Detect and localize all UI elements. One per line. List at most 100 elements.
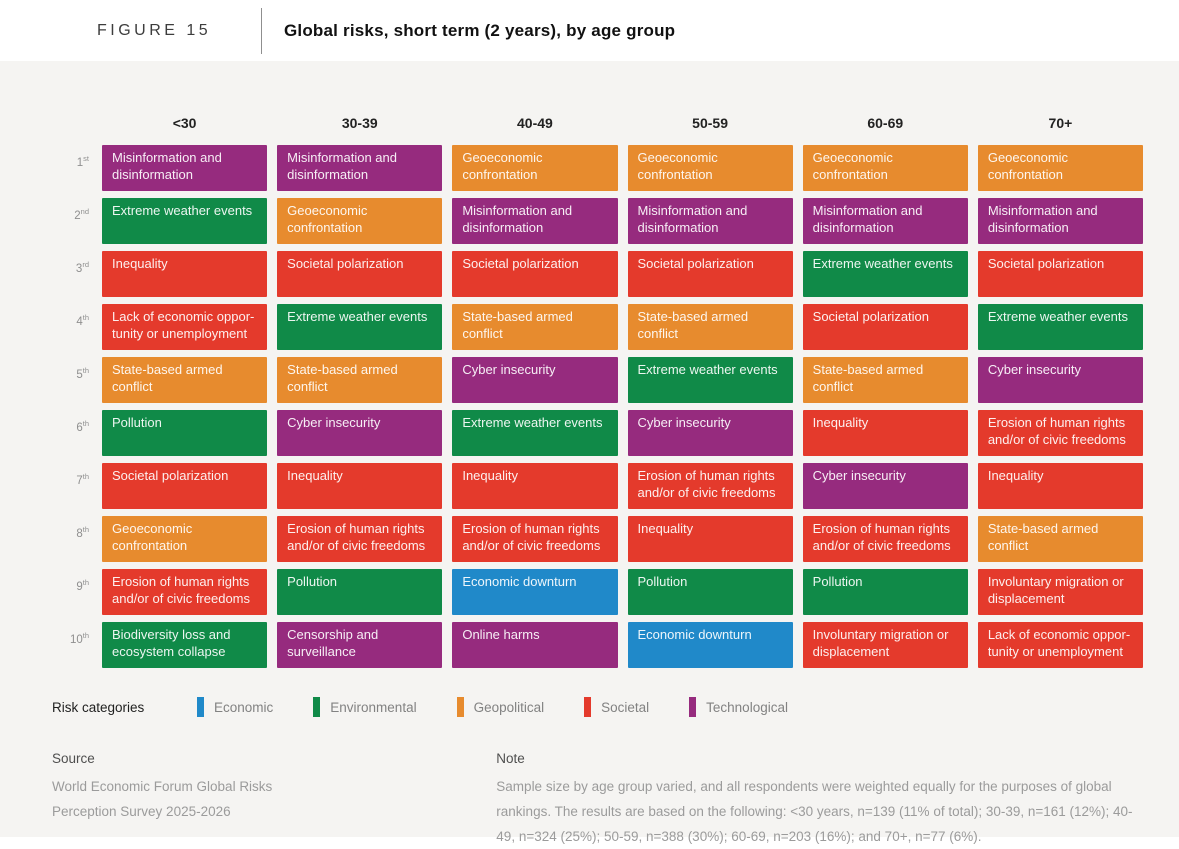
risk-cell: Lack of economic oppor-tunity or unemplo…: [102, 304, 268, 350]
risk-cell: State-based armed conflict: [627, 304, 793, 350]
risk-cell: Inequality: [802, 410, 968, 456]
legend-swatch-societal: [584, 697, 592, 717]
chart-area: <30 30-39 40-49 50-59 60-69 70+ 1st Misinformat…: [0, 61, 1179, 844]
legend-label: Geopolitical: [473, 699, 545, 715]
risk-cell: Geoeconomic confrontation: [277, 198, 443, 244]
risk-cell: Geoeconomic confrontation: [802, 145, 968, 191]
risk-cell: Inequality: [102, 251, 268, 297]
rank-label: 1st: [76, 154, 89, 169]
rank-label: 5th: [76, 366, 89, 381]
risk-cell: Misinformation and disinformation: [977, 198, 1143, 244]
risk-cell: State-based armed conflict: [102, 357, 268, 403]
legend-swatch-environmental: [313, 697, 321, 717]
risk-cell: Geoeconomic confrontation: [452, 145, 618, 191]
rank-label: 2nd: [74, 207, 89, 222]
risk-cell: Cyber insecurity: [277, 410, 443, 456]
legend-item: Economic: [197, 697, 273, 717]
footnotes: Source World Economic Forum Global Risks…: [52, 751, 1143, 849]
risk-cell: Societal polarization: [452, 251, 618, 297]
risk-cell: Cyber insecurity: [977, 357, 1143, 403]
rank-label: 6th: [76, 419, 89, 434]
risk-cell: Misinformation and disinformation: [102, 145, 268, 191]
risk-cell: Extreme weather events: [627, 357, 793, 403]
risk-cell: Economic downturn: [452, 569, 618, 615]
legend-swatch-technological: [689, 697, 697, 717]
source-line: Perception Survey 2025-2026: [52, 804, 231, 819]
risk-cell: Lack of economic oppor-tunity or unemplo…: [977, 622, 1143, 668]
risk-cell: Misinformation and disinformation: [277, 145, 443, 191]
risk-cell: Involuntary migration or displacement: [977, 569, 1143, 615]
risk-cell: Extreme weather events: [802, 251, 968, 297]
age-group-header: 60-69: [867, 115, 904, 131]
risk-cell: Inequality: [627, 516, 793, 562]
rank-label: 8th: [76, 525, 89, 540]
rank-label: 3rd: [75, 260, 89, 275]
risk-cell: Extreme weather events: [277, 304, 443, 350]
legend-label: Technological: [706, 699, 788, 715]
risk-cell: Societal polarization: [977, 251, 1143, 297]
rank-label: 4th: [76, 313, 89, 328]
risk-cell: Geoeconomic confrontation: [102, 516, 268, 562]
risk-cell: Cyber insecurity: [627, 410, 793, 456]
risk-ranking-grid: <30 30-39 40-49 50-59 60-69 70+ 1st Misinformat…: [52, 109, 1143, 668]
risk-cell: Erosion of human rights and/or of civic …: [102, 569, 268, 615]
risk-cell: Cyber insecurity: [802, 463, 968, 509]
rank-label: 10th: [69, 631, 89, 646]
age-group-header: 30-39: [341, 115, 378, 131]
legend-item: Technological: [689, 697, 788, 717]
risk-cell: Economic downturn: [627, 622, 793, 668]
risk-cell: Misinformation and disinformation: [802, 198, 968, 244]
legend-item: Geopolitical: [456, 697, 545, 717]
risk-cell: Erosion of human rights and/or of civic …: [802, 516, 968, 562]
note-title: Note: [496, 751, 525, 766]
risk-cell: Societal polarization: [802, 304, 968, 350]
risk-cell: Inequality: [277, 463, 443, 509]
risk-cell: Pollution: [802, 569, 968, 615]
risk-cell: Misinformation and disinformation: [452, 198, 618, 244]
risk-cell: Societal polarization: [102, 463, 268, 509]
legend-label: Economic: [214, 699, 274, 715]
source-title: Source: [52, 751, 95, 766]
risk-cell: Pollution: [277, 569, 443, 615]
legend-item: Environmental: [313, 697, 417, 717]
risk-cell: Biodiversity loss and ecosystem collapse: [102, 622, 268, 668]
risk-cell: Pollution: [627, 569, 793, 615]
rank-label: 7th: [76, 472, 89, 487]
risk-cell: Geoeconomic confrontation: [977, 145, 1143, 191]
source-block: Source World Economic Forum Global Risks…: [52, 751, 496, 849]
risk-cell: Cyber insecurity: [452, 357, 618, 403]
risk-cell: State-based armed conflict: [802, 357, 968, 403]
figure-header: FIGURE 15 Global risks, short term (2 ye…: [0, 0, 1179, 61]
risk-cell: Societal polarization: [277, 251, 443, 297]
risk-cell: Online harms: [452, 622, 618, 668]
age-group-header: 40-49: [517, 115, 553, 131]
legend-item: Societal: [584, 697, 649, 717]
figure-label: FIGURE 15: [97, 21, 212, 39]
note-text: Sample size by age group varied, and all…: [496, 779, 1133, 844]
figure-title: Global risks, short term (2 years), by a…: [284, 20, 676, 40]
risk-cell: Extreme weather events: [102, 198, 268, 244]
source-line: World Economic Forum Global Risks: [52, 779, 273, 794]
risk-cell: State-based armed conflict: [452, 304, 618, 350]
legend-title: Risk categories: [52, 699, 145, 715]
risk-cell: Censorship and surveillance: [277, 622, 443, 668]
legend-items: Economic Environmental Geopolitical Societa…: [197, 697, 828, 717]
risk-cell: Geoeconomic confrontation: [627, 145, 793, 191]
legend-swatch-economic: [197, 697, 204, 717]
legend-label: Societal: [601, 699, 650, 715]
risk-cell: Erosion of human rights and/or of civic …: [277, 516, 443, 562]
risk-cell: Inequality: [977, 463, 1143, 509]
risk-cell: Involuntary migration or displacement: [802, 622, 968, 668]
risk-cell: Extreme weather events: [977, 304, 1143, 350]
legend: Risk categories Economic Environmental Geo…: [52, 697, 1143, 717]
header-divider: [261, 7, 262, 54]
age-group-header: 70+: [1048, 115, 1073, 131]
risk-cell: Inequality: [452, 463, 618, 509]
risk-cell: State-based armed conflict: [277, 357, 443, 403]
legend-swatch-geopolitical: [456, 697, 464, 717]
risk-cell: Erosion of human rights and/or of civic …: [627, 463, 793, 509]
note-block: Note Sample size by age group varied, an…: [496, 751, 1143, 849]
risk-cell: State-based armed conflict: [977, 516, 1143, 562]
risk-cell: Extreme weather events: [452, 410, 618, 456]
